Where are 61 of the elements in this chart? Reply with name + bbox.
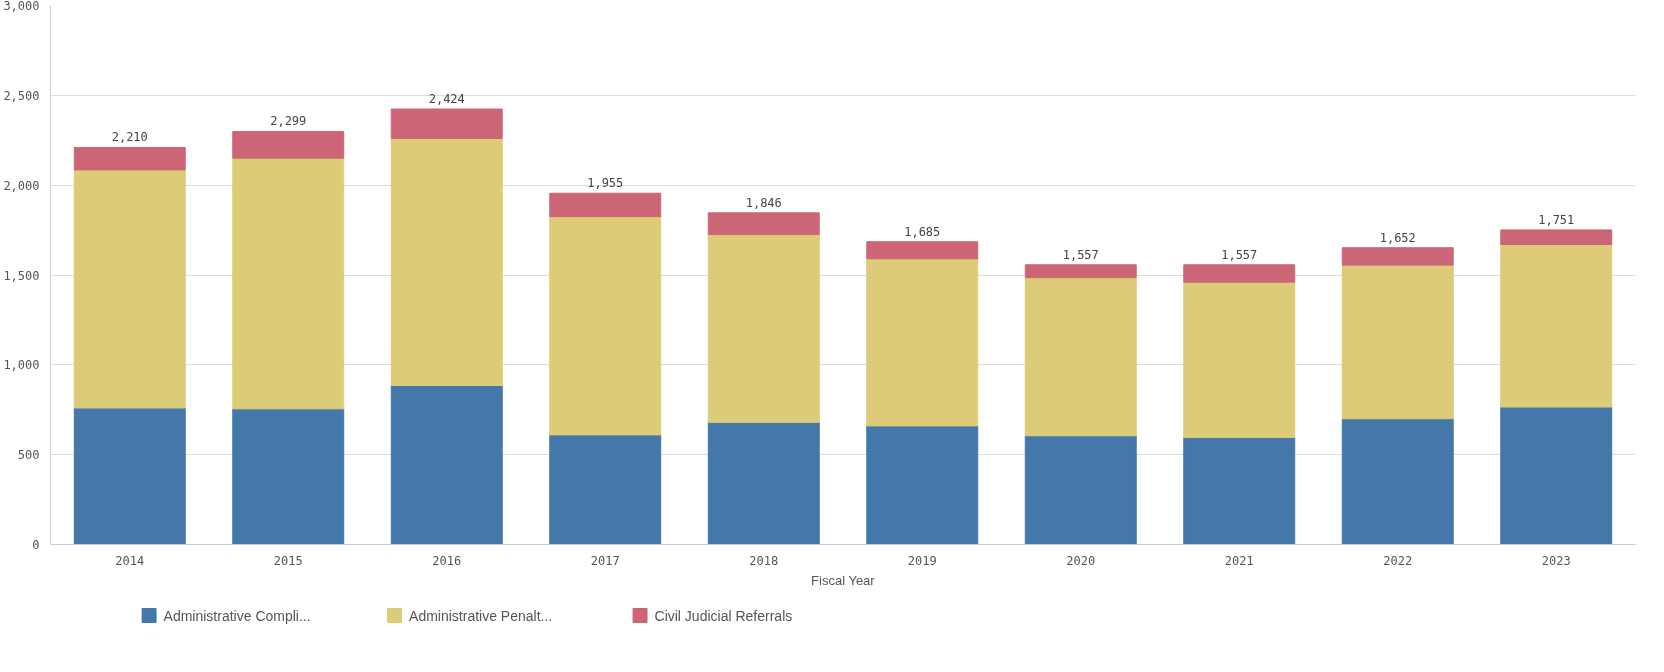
bar [549, 434, 662, 545]
x-tick-label: 2022 [1383, 553, 1413, 568]
bar [232, 408, 345, 545]
bar [390, 384, 503, 545]
x-tick-label: 2016 [432, 553, 462, 568]
y-tick-label: 1,000 [3, 358, 40, 373]
bar [390, 137, 503, 386]
y-tick-label: 500 [17, 448, 40, 463]
legend-label: Civil Judicial Referrals [654, 607, 793, 624]
x-tick-label: 2023 [1541, 553, 1571, 568]
y-tick-label: 0 [32, 538, 40, 552]
bar [866, 258, 979, 427]
bar [866, 241, 979, 260]
bar [1341, 247, 1454, 266]
total-label: 2,210 [111, 130, 148, 145]
x-tick-label: 2020 [1066, 553, 1096, 568]
x-tick-label: 2015 [273, 553, 303, 568]
x-tick-label: 2019 [907, 553, 937, 568]
total-label: 1,685 [904, 224, 941, 239]
y-tick-label: 3,000 [3, 0, 40, 13]
bar [866, 425, 979, 545]
legend-label: Administrative Compli... [163, 607, 311, 624]
x-tick-label: 2017 [590, 553, 620, 568]
total-label: 1,955 [587, 176, 624, 191]
legend-label: Administrative Penalt... [409, 607, 553, 624]
total-label: 2,424 [428, 91, 465, 106]
bar [1183, 264, 1296, 283]
bar [707, 421, 820, 545]
x-tick-label: 2021 [1224, 553, 1254, 568]
total-label: 1,557 [1221, 247, 1258, 262]
bar [73, 169, 186, 409]
bar [73, 146, 186, 171]
bar [232, 157, 345, 410]
bar [549, 192, 662, 218]
x-tick-label: 2014 [115, 553, 145, 568]
bar [1500, 406, 1613, 545]
bar [73, 407, 186, 545]
x-axis-title: Fiscal Year [811, 572, 876, 588]
bar [1024, 277, 1137, 437]
bar [1024, 435, 1137, 545]
y-tick-label: 2,000 [3, 178, 40, 193]
bar [390, 108, 503, 139]
bar [1183, 281, 1296, 439]
total-label: 1,751 [1538, 212, 1575, 227]
bar [1341, 418, 1454, 545]
y-tick-label: 1,500 [3, 268, 40, 283]
bar [707, 234, 820, 423]
bar [1183, 437, 1296, 545]
bar [549, 216, 662, 436]
y-tick-label: 2,500 [3, 88, 40, 103]
total-label: 2,299 [270, 114, 307, 129]
bar [232, 130, 345, 159]
total-label: 1,846 [745, 195, 782, 210]
bar [1500, 243, 1613, 408]
bar [707, 212, 820, 236]
x-tick-label: 2018 [749, 553, 779, 568]
bar [1341, 264, 1454, 420]
total-label: 1,557 [1062, 247, 1099, 262]
bar [1500, 229, 1613, 245]
bar [1024, 264, 1137, 279]
total-label: 1,652 [1379, 230, 1416, 245]
